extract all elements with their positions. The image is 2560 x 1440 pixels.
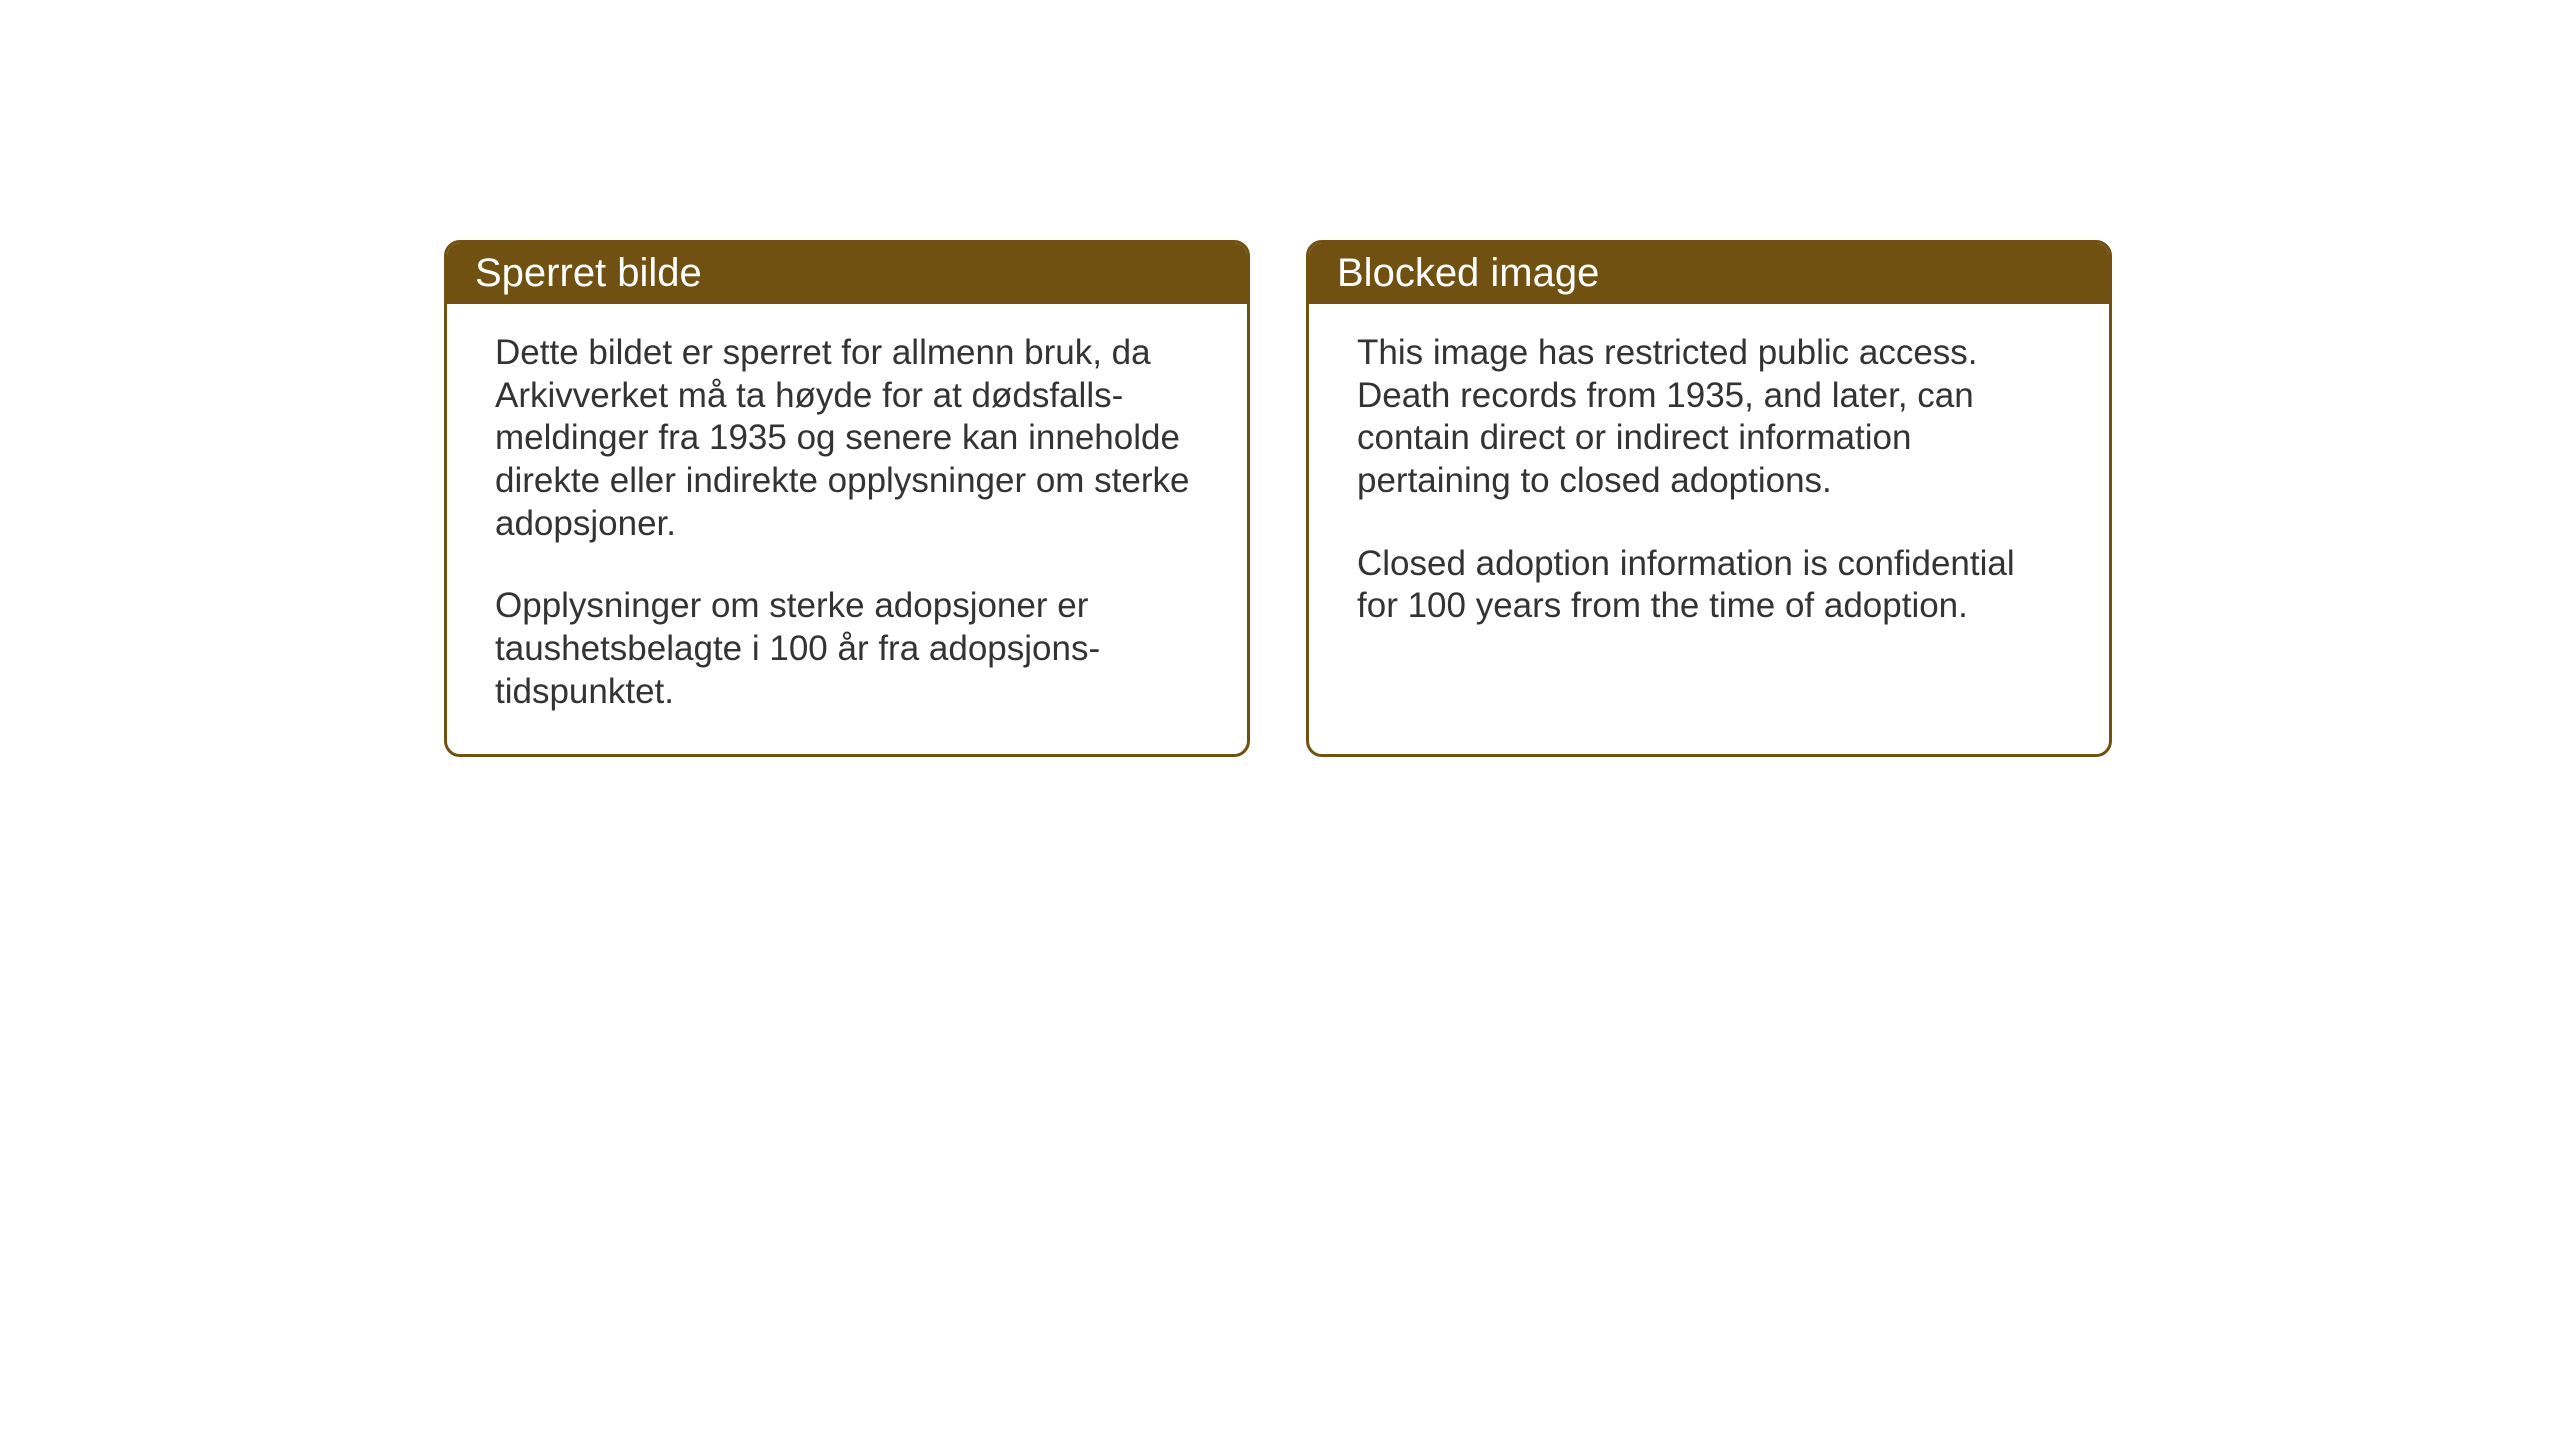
norwegian-paragraph-2: Opplysninger om sterke adopsjoner er tau…: [495, 585, 1199, 713]
english-paragraph-1: This image has restricted public access.…: [1357, 332, 2061, 503]
english-card-header: Blocked image: [1309, 243, 2109, 304]
norwegian-paragraph-1: Dette bildet er sperret for allmenn bruk…: [495, 332, 1199, 545]
notice-cards-container: Sperret bilde Dette bildet er sperret fo…: [444, 240, 2112, 757]
english-paragraph-2: Closed adoption information is confident…: [1357, 543, 2061, 628]
english-card-body: This image has restricted public access.…: [1309, 304, 2109, 668]
norwegian-card-title: Sperret bilde: [475, 251, 702, 295]
norwegian-notice-card: Sperret bilde Dette bildet er sperret fo…: [444, 240, 1250, 757]
english-notice-card: Blocked image This image has restricted …: [1306, 240, 2112, 757]
english-card-title: Blocked image: [1337, 251, 1599, 295]
norwegian-card-body: Dette bildet er sperret for allmenn bruk…: [447, 304, 1247, 754]
norwegian-card-header: Sperret bilde: [447, 243, 1247, 304]
